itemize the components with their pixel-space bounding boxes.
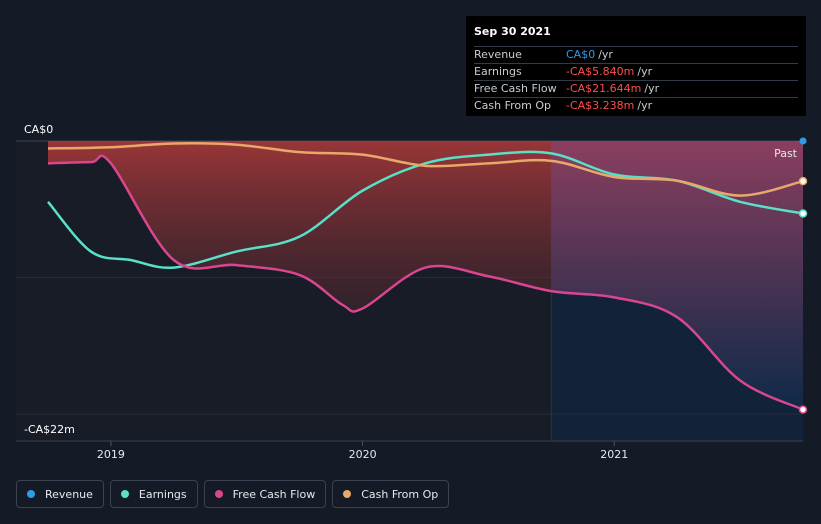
cash-from-op-dot-icon: [343, 490, 352, 498]
free-cash-flow-dot-icon: [214, 490, 223, 498]
revenue-point: [799, 137, 807, 145]
tooltip-value: -CA$21.644m: [566, 82, 642, 95]
legend-item-cash-from-op[interactable]: Cash From Op: [332, 480, 450, 508]
revenue-dot-icon: [27, 490, 35, 498]
x-tick-label: 2021: [600, 448, 628, 461]
tooltip-date: Sep 30 2021: [474, 25, 551, 38]
legend-label: Cash From Op: [361, 487, 439, 501]
legend-label: Free Cash Flow: [232, 487, 316, 501]
legend-item-revenue[interactable]: Revenue: [16, 480, 104, 508]
x-tick-label: 2020: [349, 448, 377, 461]
tooltip-row-cash-from-op: Cash From Op -CA$3.238m /yr: [474, 97, 798, 114]
legend: Revenue Earnings Free Cash Flow Cash Fro…: [16, 480, 450, 510]
legend-label: Earnings: [138, 487, 187, 501]
free-cash-flow-line: [47, 154, 804, 411]
past-label: Past: [774, 147, 798, 160]
tooltip-unit: /yr: [637, 65, 653, 78]
legend-item-free-cash-flow[interactable]: Free Cash Flow: [203, 480, 327, 508]
tooltip-label: Earnings: [474, 65, 522, 78]
tooltip-value: -CA$3.238m: [566, 99, 635, 112]
tooltip-unit: /yr: [644, 82, 660, 95]
y-label-top: CA$0: [24, 123, 53, 136]
tooltip-row-earnings: Earnings -CA$5.840m /yr: [474, 63, 798, 80]
tooltip-label: Free Cash Flow: [474, 82, 557, 95]
forecast-area-overlay: [551, 141, 803, 410]
tooltip: Sep 30 2021 Revenue CA$0 /yr Earnings -C…: [466, 16, 806, 116]
cash-from-op-end-point: [798, 176, 808, 186]
cash-from-op-line: [47, 142, 804, 197]
tooltip-value: CA$0: [566, 48, 596, 61]
legend-item-earnings[interactable]: Earnings: [109, 480, 198, 508]
earnings-end-point: [798, 209, 808, 218]
tooltip-label: Cash From Op: [474, 99, 552, 112]
x-tick-label: 2019: [97, 448, 125, 461]
free-cash-flow-end-point: [798, 405, 808, 414]
tooltip-unit: /yr: [637, 99, 653, 112]
y-label-bottom: -CA$22m: [24, 423, 75, 436]
tooltip-label: Revenue: [474, 48, 522, 61]
tooltip-value: -CA$5.840m: [566, 65, 635, 78]
tooltip-unit: /yr: [598, 48, 613, 61]
legend-label: Revenue: [45, 487, 93, 501]
earnings-dot-icon: [120, 490, 129, 498]
tooltip-row-revenue: Revenue CA$0 /yr: [474, 46, 798, 63]
tooltip-row-free-cash-flow: Free Cash Flow -CA$21.644m /yr: [474, 80, 798, 97]
